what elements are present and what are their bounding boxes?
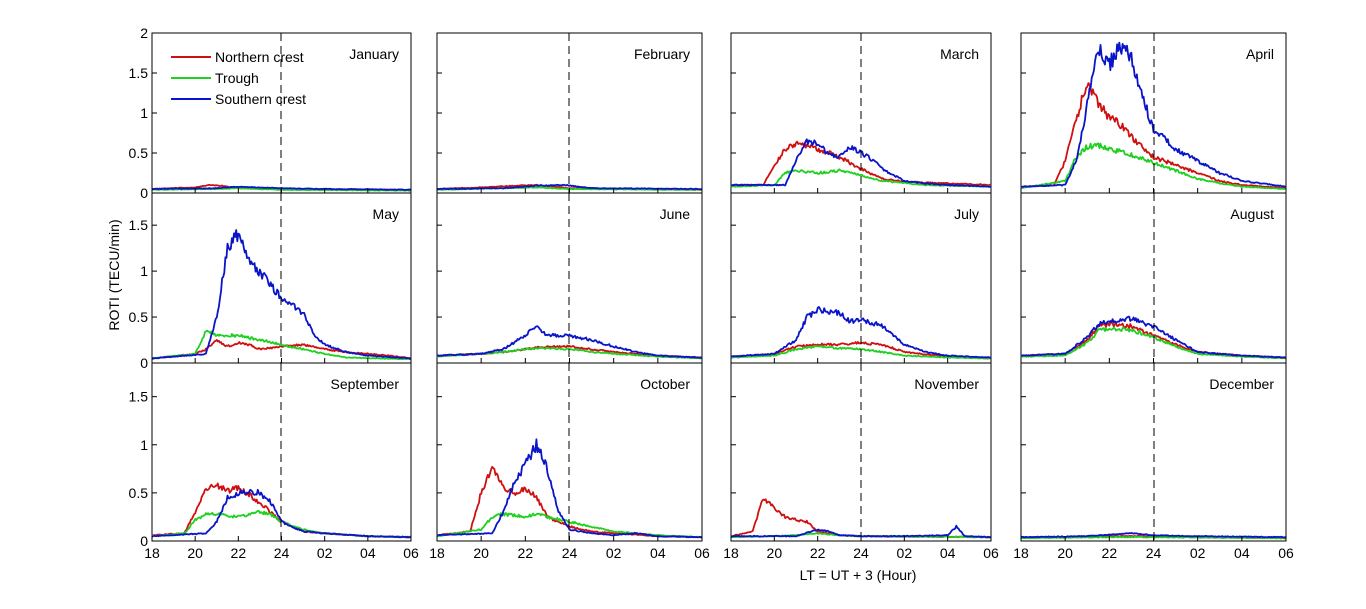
month-label: July [954,206,979,222]
series-line-south-july [730,306,992,359]
panel-april: April [1020,32,1287,194]
panel-september: September 0 0.5 1 1.5 18 20 22 24 02 04 06 [129,362,419,561]
panel-may: May 0 0.5 1 1.5 [129,192,412,371]
x-tick-label: 06 [403,545,419,561]
x-tick-label: 24 [562,545,578,561]
x-axis-label: LT = UT + 3 (Hour) [800,567,917,583]
x-tick-label: 04 [1234,545,1250,561]
month-label: March [940,46,979,62]
x-tick-label: 04 [940,545,956,561]
x-tick-label: 18 [1013,545,1029,561]
x-tick-label: 18 [723,545,739,561]
x-tick-label: 24 [853,545,869,561]
x-tick-label: 04 [360,545,376,561]
legend: Northern crest Trough Southern crest [171,49,306,107]
x-tick-label: 02 [317,545,333,561]
series-line-south-april [1020,41,1287,188]
month-label: February [634,46,690,62]
legend-label: Southern crest [215,91,306,107]
y-tick-label: 0.5 [129,485,149,501]
x-tick-label: 22 [518,545,534,561]
series-line-south-june [436,325,703,359]
y-tick-label: 1 [140,437,148,453]
panel-february: February [436,32,703,194]
month-label: August [1230,206,1274,222]
x-tick-label: 06 [1278,545,1294,561]
y-axis-label: ROTI (TECU/min) [106,219,122,330]
x-tick-label: 20 [767,545,783,561]
panel-november: November 18 20 22 24 02 04 06 [723,362,999,561]
x-tick-label: 06 [694,545,710,561]
legend-label: Northern crest [215,49,304,65]
x-tick-label: 06 [983,545,999,561]
x-tick-label: 02 [897,545,913,561]
x-tick-label: 18 [144,545,160,561]
x-tick-label: 02 [606,545,622,561]
legend-label: Trough [215,70,259,86]
x-tick-label: 20 [473,545,489,561]
x-tick-label: 22 [810,545,826,561]
month-label: June [660,206,691,222]
x-tick-label: 02 [1190,545,1206,561]
x-tick-label: 24 [1146,545,1162,561]
month-label: September [331,376,400,392]
month-label: April [1246,46,1274,62]
x-tick-label: 24 [274,545,290,561]
panel-june: June [436,192,703,364]
month-label: May [373,206,399,222]
y-tick-label: 0.5 [129,145,149,161]
y-tick-label: 2 [140,25,148,41]
y-tick-label: 0 [140,355,148,371]
month-label: January [349,46,399,62]
panel-october: October 18 20 22 24 02 04 06 [429,362,710,561]
panel-december: December 18 20 22 24 02 04 06 [1013,362,1294,561]
panel-july: July [730,192,992,364]
x-tick-label: 22 [231,545,247,561]
y-tick-label: 1.5 [129,65,149,81]
y-tick-label: 0.5 [129,309,149,325]
series-line-north-april [1020,82,1287,190]
x-tick-label: 18 [429,545,445,561]
month-label: October [640,376,690,392]
y-tick-label: 0 [140,185,148,201]
panels-group: January 0 0.5 1 1.5 2 February March April May 0 0.… [129,25,1294,561]
y-tick-label: 1 [140,263,148,279]
y-tick-label: 1.5 [129,217,149,233]
x-tick-label: 04 [650,545,666,561]
month-label: December [1209,376,1274,392]
x-tick-label: 20 [187,545,203,561]
y-tick-label: 1.5 [129,389,149,405]
panel-march: March [730,32,992,194]
month-label: November [914,376,979,392]
x-tick-label: 22 [1102,545,1118,561]
y-tick-label: 0 [140,533,148,549]
panel-january: January 0 0.5 1 1.5 2 [129,25,412,201]
y-tick-label: 1 [140,105,148,121]
panel-august: August [1020,192,1287,364]
x-tick-label: 20 [1057,545,1073,561]
